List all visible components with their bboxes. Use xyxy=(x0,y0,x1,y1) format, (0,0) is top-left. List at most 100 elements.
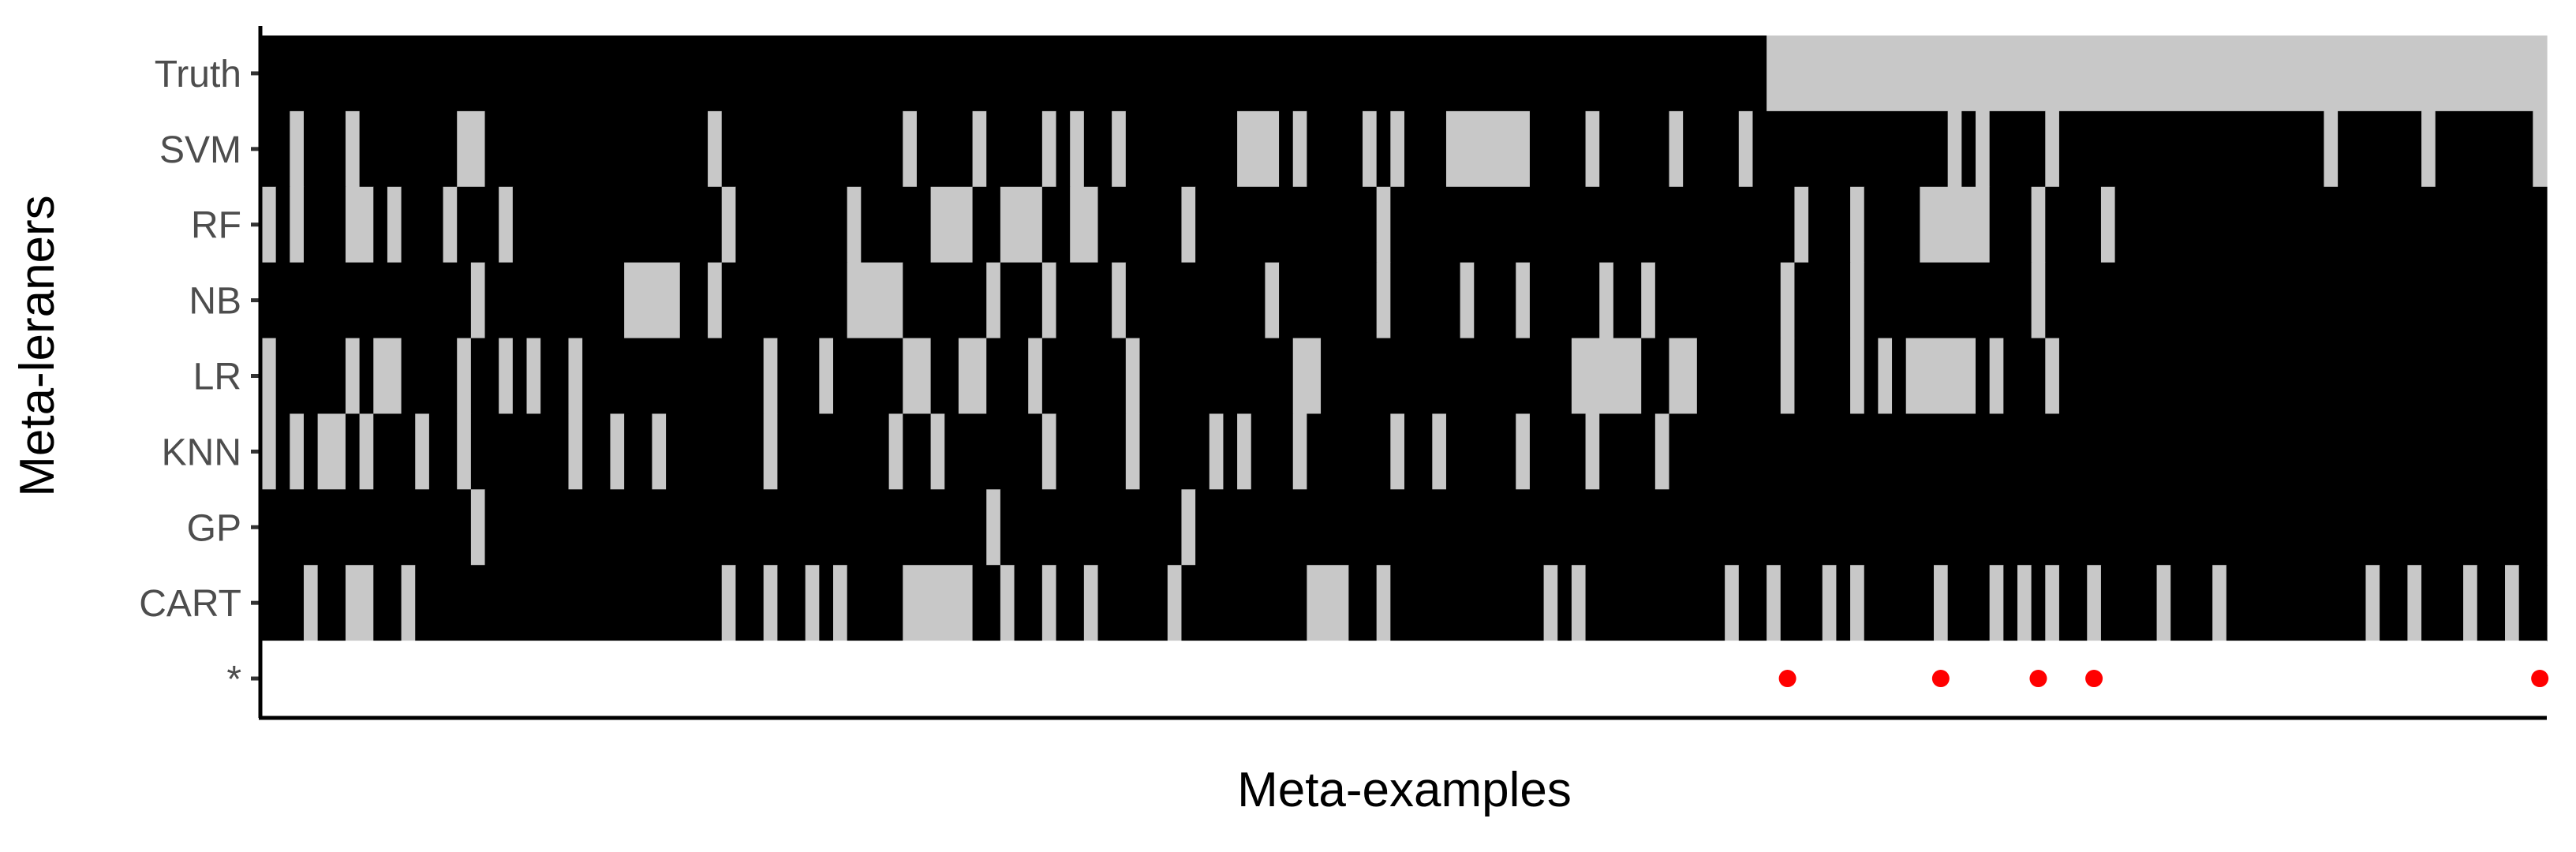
cell-cart-3 xyxy=(303,565,319,641)
cell-nb-52 xyxy=(986,262,1001,339)
cell-cart-40 xyxy=(819,565,834,641)
cell-rf-58 xyxy=(1070,186,1099,263)
cell-knn-74 xyxy=(1292,413,1307,490)
cell-svm-106 xyxy=(1738,110,1754,188)
cell-rf-0 xyxy=(262,186,277,263)
cell-lr-116 xyxy=(1878,338,1893,415)
cell-lr-76 xyxy=(1321,338,1572,415)
cell-nb-30 xyxy=(679,262,708,339)
cell-lr-17 xyxy=(499,338,514,415)
cell-svm-149 xyxy=(2338,110,2422,188)
cell-knn-90 xyxy=(1516,413,1531,490)
cell-rf-17 xyxy=(499,186,514,263)
cell-nb-109 xyxy=(1780,262,1796,339)
y-axis-tick-labels: Truth SVM RF NB LR KNN GP CART * xyxy=(139,54,241,701)
cell-svm-122 xyxy=(1961,110,1976,188)
cell-knn-0 xyxy=(262,413,277,490)
cell-rf-42 xyxy=(847,186,862,263)
cell-rf-115 xyxy=(1864,186,1920,263)
cell-cart-112 xyxy=(1822,565,1838,641)
cell-lr-129 xyxy=(2058,338,2548,415)
cell-rf-60 xyxy=(1097,186,1183,263)
cell-knn-100 xyxy=(1654,413,1670,490)
cell-svm-148 xyxy=(2324,110,2339,188)
cell-knn-69 xyxy=(1223,413,1238,490)
cell-svm-85 xyxy=(1445,110,1531,188)
cell-knn-36 xyxy=(763,413,778,490)
cell-cart-66 xyxy=(1181,565,1307,641)
cell-knn-7 xyxy=(359,413,374,490)
cell-cart-115 xyxy=(1864,565,1935,641)
cell-svm-128 xyxy=(2045,110,2060,188)
cell-lr-128 xyxy=(2045,338,2060,415)
cell-cart-120 xyxy=(1934,565,1949,641)
cell-knn-25 xyxy=(610,413,625,490)
cell-rf-1 xyxy=(275,186,290,263)
cell-nb-46 xyxy=(903,262,987,339)
cell-svm-123 xyxy=(1976,110,1991,188)
cell-lr-22 xyxy=(568,338,583,415)
cell-cart-151 xyxy=(2365,565,2380,641)
cell-rf-34 xyxy=(735,186,848,263)
cell-nb-100 xyxy=(1654,262,1782,339)
cell-knn-3 xyxy=(303,413,319,490)
cell-lr-7 xyxy=(359,338,374,415)
cell-cart-4 xyxy=(317,565,346,641)
cell-knn-8 xyxy=(373,413,416,490)
cell-cart-51 xyxy=(972,565,1001,641)
cell-svm-101 xyxy=(1669,110,1684,188)
marker-point xyxy=(1778,670,1796,688)
cell-nb-56 xyxy=(1041,262,1057,339)
cell-knn-85 xyxy=(1445,413,1516,490)
cell-rf-127 xyxy=(2031,186,2046,263)
cell-rf-111 xyxy=(1808,186,1851,263)
cell-lr-0 xyxy=(262,338,277,415)
cell-knn-37 xyxy=(777,413,890,490)
cell-cart-108 xyxy=(1767,565,1782,641)
cell-knn-62 xyxy=(1125,413,1141,490)
cell-knn-11 xyxy=(415,413,430,490)
cell-knn-14 xyxy=(457,413,472,490)
cell-cart-0 xyxy=(262,565,305,641)
cell-svm-57 xyxy=(1056,110,1071,188)
cell-knn-48 xyxy=(930,413,945,490)
cell-nb-128 xyxy=(2045,262,2548,339)
cell-nb-42 xyxy=(847,262,903,339)
cell-svm-33 xyxy=(721,110,903,188)
y-tick-label: SVM xyxy=(159,129,241,171)
cell-gp-66 xyxy=(1181,489,1196,566)
cell-gp-53 xyxy=(1000,489,1183,566)
cell-svm-74 xyxy=(1292,110,1307,188)
cell-nb-99 xyxy=(1641,262,1656,339)
cell-svm-121 xyxy=(1947,110,1962,188)
cell-cart-37 xyxy=(777,565,806,641)
cell-svm-79 xyxy=(1363,110,1378,188)
cell-cart-94 xyxy=(1571,565,1587,641)
cell-nb-16 xyxy=(484,262,625,339)
cell-rf-133 xyxy=(2114,186,2548,263)
cell-lr-20 xyxy=(540,338,570,415)
cell-lr-94 xyxy=(1571,338,1642,415)
cell-lr-56 xyxy=(1041,338,1127,415)
cell-nb-97 xyxy=(1613,262,1642,339)
cell-lr-23 xyxy=(582,338,765,415)
cell-nb-114 xyxy=(1850,262,1865,339)
cell-lr-115 xyxy=(1864,338,1879,415)
cell-svm-73 xyxy=(1279,110,1294,188)
cell-svm-80 xyxy=(1376,110,1391,188)
cell-lr-15 xyxy=(470,338,499,415)
marker-point xyxy=(2029,670,2047,688)
cell-lr-124 xyxy=(1989,338,2004,415)
cell-knn-82 xyxy=(1404,413,1433,490)
cell-knn-71 xyxy=(1251,413,1294,490)
marker-point xyxy=(2531,670,2549,688)
cell-lr-48 xyxy=(930,338,959,415)
cell-rf-128 xyxy=(2045,186,2102,263)
cell-rf-67 xyxy=(1195,186,1378,263)
cell-cart-126 xyxy=(2017,565,2032,641)
cell-cart-92 xyxy=(1543,565,1558,641)
y-tick-label: RF xyxy=(191,205,241,247)
cell-cart-140 xyxy=(2212,565,2227,641)
y-tick-label: NB xyxy=(189,281,241,323)
cell-svm-2 xyxy=(290,110,305,188)
